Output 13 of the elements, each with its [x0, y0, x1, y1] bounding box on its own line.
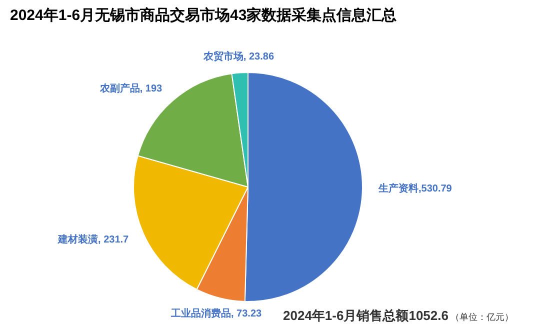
data-label: ,530.79 — [418, 184, 452, 195]
text: （单位：亿元） — [450, 312, 514, 322]
data-label: , 193 — [140, 84, 163, 95]
data-label: , 231.7 — [98, 234, 130, 246]
data-label: , 23.86 — [243, 52, 274, 63]
slice-label: 农副产品 — [98, 82, 140, 95]
slice-label: 工业品消费品 — [170, 307, 231, 320]
slice-label: 农贸市场 — [202, 50, 244, 63]
slice-label: 生产资料 — [377, 182, 418, 195]
data-label: , 73.23 — [231, 308, 262, 320]
chart-title: 2024年1-6月无锡市商品交易市场43家数据采集点信息汇总 — [10, 6, 397, 24]
text: 2024年1-6月销售总额1052.6 — [283, 308, 448, 323]
slice-label: 建材装潢 — [57, 233, 98, 246]
